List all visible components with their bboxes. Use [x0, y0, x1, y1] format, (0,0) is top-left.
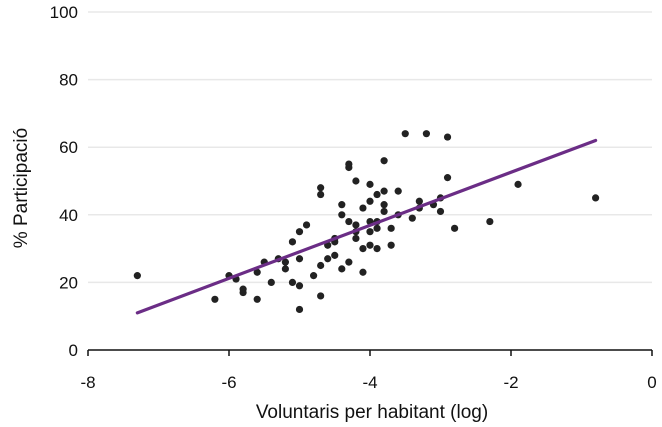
data-point [387, 224, 395, 232]
data-point [253, 268, 261, 276]
data-point [408, 214, 416, 222]
y-axis-ticks: 0 20 40 60 80 100 [50, 3, 78, 360]
data-point [267, 278, 275, 286]
x-axis-ticks: -8 -6 -4 -2 0 [80, 350, 657, 392]
data-point [133, 272, 141, 280]
data-point [422, 130, 430, 138]
data-point [345, 217, 353, 226]
data-point [366, 241, 374, 249]
data-point [338, 201, 346, 209]
data-point [352, 221, 360, 229]
trend-line [135, 138, 598, 315]
data-point [317, 190, 325, 199]
data-point [317, 292, 325, 300]
data-point [415, 197, 423, 205]
y-axis-title: % Participació [11, 128, 32, 248]
data-point [345, 258, 353, 266]
data-point [288, 238, 297, 246]
data-point [253, 295, 261, 303]
x-axis-title: Voluntaris per habitant (log) [256, 402, 488, 423]
data-point [288, 278, 297, 286]
x-tick-label: -2 [503, 373, 518, 392]
data-point [443, 174, 452, 182]
data-point [380, 201, 388, 209]
data-point [401, 130, 409, 138]
x-tick-label: -6 [221, 373, 236, 392]
data-point [345, 160, 353, 168]
data-point [451, 224, 459, 232]
data-point [310, 272, 318, 280]
data-point [295, 255, 304, 263]
y-tick-label: 100 [50, 3, 78, 22]
data-point [295, 228, 304, 236]
data-point [338, 211, 346, 219]
data-point [211, 295, 219, 303]
data-point [352, 177, 360, 185]
data-point [317, 184, 325, 192]
data-point [394, 187, 402, 195]
data-point [373, 224, 381, 232]
data-point [359, 268, 367, 276]
y-tick-label: 0 [69, 341, 78, 360]
data-point [295, 282, 304, 290]
data-point [514, 180, 522, 188]
data-point [359, 204, 367, 212]
y-tick-label: 80 [59, 71, 78, 90]
data-point [359, 245, 367, 253]
data-point [380, 207, 388, 216]
data-point [443, 133, 452, 141]
data-point [373, 245, 381, 253]
data-point [366, 197, 374, 205]
data-point [281, 258, 289, 266]
data-point [366, 228, 374, 236]
data-point [436, 207, 445, 216]
x-tick-label: -8 [80, 373, 95, 392]
y-tick-label: 20 [59, 273, 78, 292]
data-point [295, 305, 304, 314]
data-point [302, 221, 311, 229]
y-tick-label: 40 [59, 206, 78, 225]
data-point [281, 265, 289, 273]
data-point [317, 261, 325, 270]
data-point [324, 255, 332, 263]
data-point [239, 288, 247, 297]
data-point [373, 190, 381, 199]
y-tick-label: 60 [59, 138, 78, 157]
data-points [133, 130, 600, 314]
data-point [486, 217, 494, 226]
data-point [338, 265, 346, 273]
x-tick-label: 0 [647, 373, 656, 392]
x-tick-label: -4 [362, 373, 377, 392]
data-point [380, 187, 388, 195]
data-point [380, 157, 388, 165]
data-point [387, 241, 395, 249]
gridlines [88, 11, 652, 284]
data-point [366, 180, 374, 188]
data-point [352, 234, 360, 243]
data-point [331, 251, 339, 259]
data-point [592, 194, 600, 202]
